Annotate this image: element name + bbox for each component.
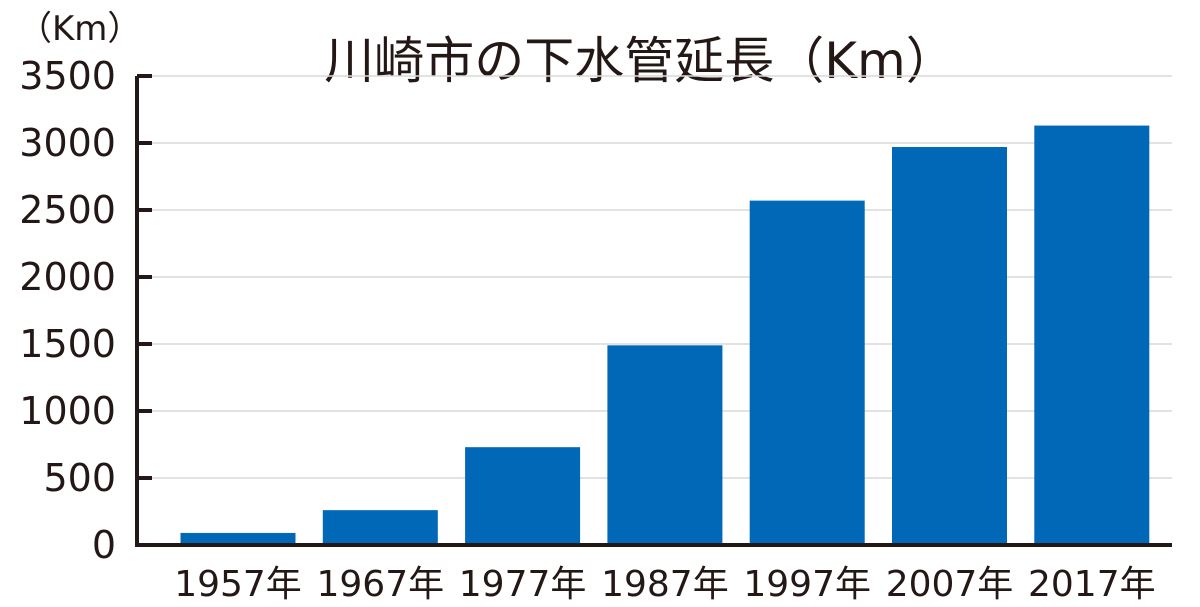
x-tick-label: 1997年 [743,564,871,605]
bar [1034,125,1150,545]
y-axis-unit-label: （Km） [18,9,141,49]
y-tick-label: 500 [43,456,116,500]
y-tick-label: 3000 [19,121,116,165]
grid-lines [137,75,1172,479]
axes [135,74,1172,547]
bar [180,532,296,545]
x-tick-labels: 1957年 1967年 1977年 1987年 1997年 2007年 2017年 [174,564,1155,605]
y-tick-labels: 0 500 1000 1500 2000 2500 3000 3500 [19,54,116,567]
bar [607,345,723,545]
x-tick-label: 1977年 [459,564,587,605]
bar [749,200,865,545]
x-tick-label: 1967年 [316,564,444,605]
y-tick-label: 3500 [19,54,116,98]
x-tick-label: 2007年 [886,564,1014,605]
bar [892,147,1007,545]
bars [180,125,1150,545]
x-tick-label: 1987年 [601,564,729,605]
y-tick-label: 0 [92,523,116,567]
x-tick-label: 1957年 [174,564,302,605]
y-tick-label: 2500 [19,188,116,232]
y-tick-label: 1000 [19,389,116,433]
chart-title: 川崎市の下水管延長（Km） [324,32,956,90]
y-tick-label: 2000 [19,255,116,299]
y-tick-label: 1500 [19,322,116,366]
bar [465,447,581,545]
bar [322,510,438,545]
x-tick-label: 2017年 [1028,564,1156,605]
